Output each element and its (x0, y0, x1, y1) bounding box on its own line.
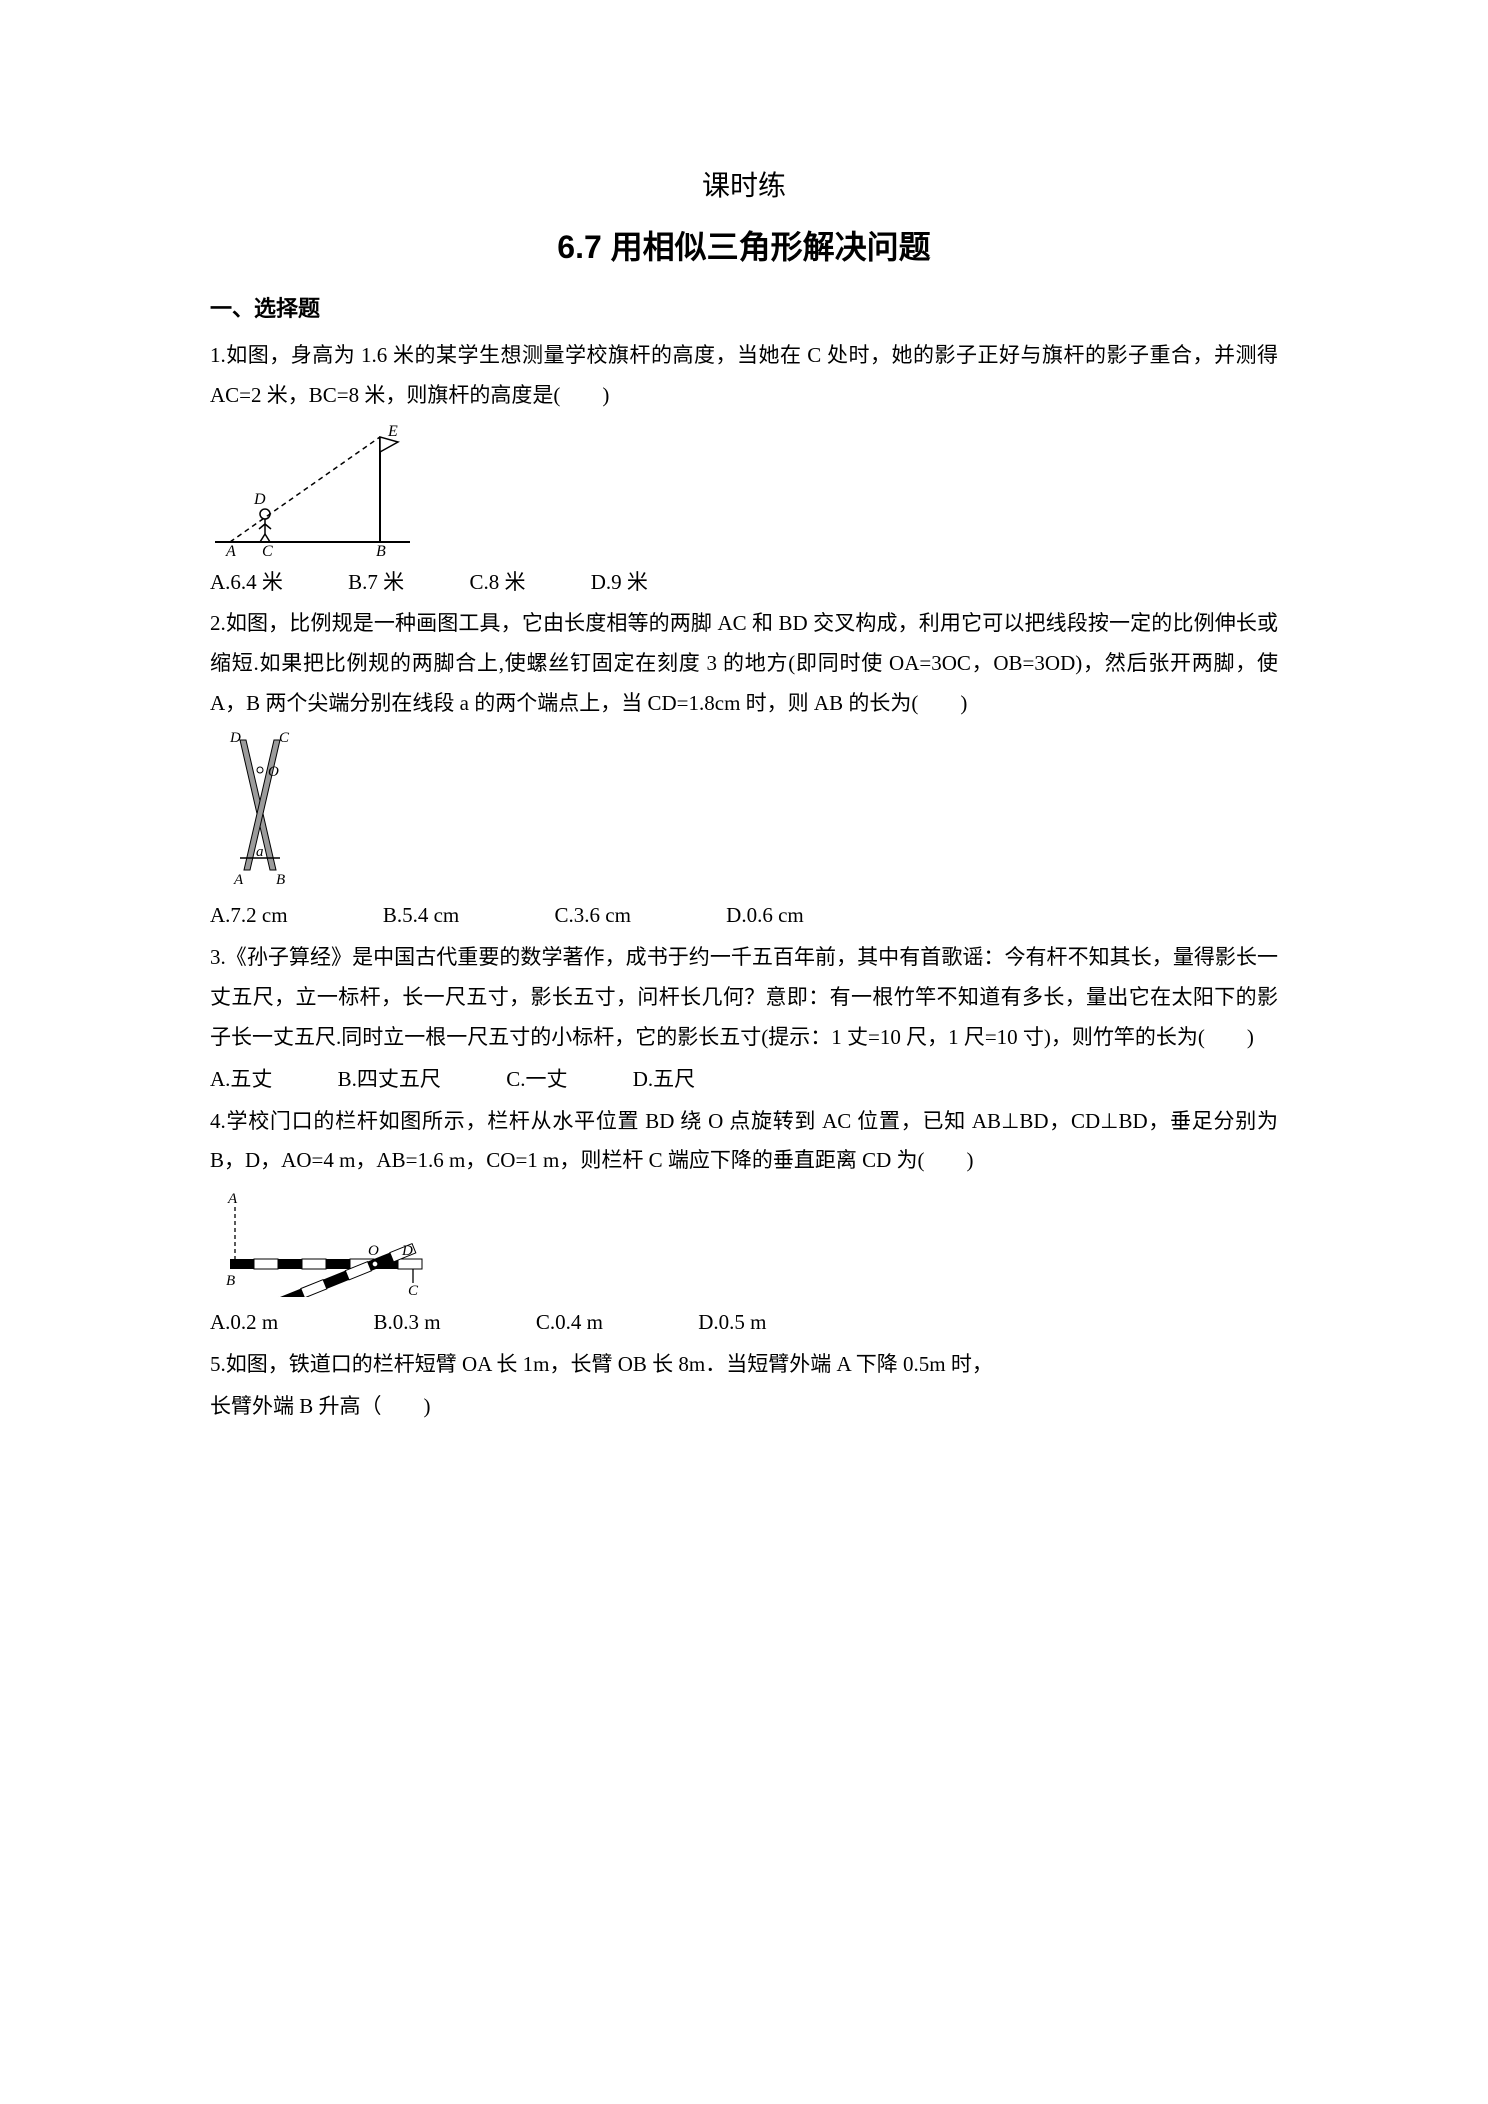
label-D2: D (229, 730, 241, 746)
question-5-text-1: 5.如图，铁道口的栏杆短臂 OA 长 1m，长臂 OB 长 8m．当短臂外端 A… (210, 1345, 1278, 1385)
question-1-options: A.6.4 米 B.7 米 C.8 米 D.9 米 (210, 563, 1278, 603)
q2-optA: A.7.2 cm (210, 896, 288, 936)
q1-optA: A.6.4 米 (210, 563, 283, 603)
question-5-text-2: 长臂外端 B 升高（ ) (210, 1387, 1278, 1427)
label-B2: B (276, 872, 285, 888)
q2-optC: C.3.6 cm (555, 896, 631, 936)
question-2-options: A.7.2 cm B.5.4 cm C.3.6 cm D.0.6 cm (210, 896, 1278, 936)
section-heading-1: 一、选择题 (210, 288, 1278, 330)
label-B4: B (226, 1273, 235, 1289)
label-A2: A (233, 872, 244, 888)
question-3-text: 3.《孙子算经》是中国古代重要的数学著作，成书于约一千五百年前，其中有首歌谣：今… (210, 938, 1278, 1058)
q3-optB: B.四丈五尺 (338, 1060, 441, 1100)
question-4-figure: A B O D C (210, 1187, 1278, 1297)
q4-optD: D.0.5 m (698, 1303, 766, 1343)
q2-optD: D.0.6 cm (726, 896, 804, 936)
question-4-options: A.0.2 m B.0.3 m C.0.4 m D.0.5 m (210, 1303, 1278, 1343)
q4-optB: B.0.3 m (374, 1303, 441, 1343)
label-O4: O (368, 1243, 379, 1259)
q4-optC: C.0.4 m (536, 1303, 603, 1343)
question-4-text: 4.学校门口的栏杆如图所示，栏杆从水平位置 BD 绕 O 点旋转到 AC 位置，… (210, 1102, 1278, 1182)
q3-optC: C.一丈 (506, 1060, 567, 1100)
label-A4: A (227, 1191, 238, 1207)
q1-optB: B.7 米 (348, 563, 404, 603)
q3-optD: D.五尺 (633, 1060, 695, 1100)
q3-optA: A.五丈 (210, 1060, 272, 1100)
label-C: C (262, 543, 273, 557)
label-E: E (387, 423, 398, 440)
question-2-text: 2.如图，比例规是一种画图工具，它由长度相等的两脚 AC 和 BD 交叉构成，利… (210, 604, 1278, 724)
header-small: 课时练 (210, 160, 1278, 213)
question-2-figure: D C O a A B (210, 730, 1278, 890)
label-C4: C (408, 1283, 419, 1297)
question-1-text: 1.如图，身高为 1.6 米的某学生想测量学校旗杆的高度，当她在 C 处时，她的… (210, 336, 1278, 416)
label-O2: O (268, 764, 279, 780)
q4-optA: A.0.2 m (210, 1303, 278, 1343)
label-A: A (225, 543, 236, 557)
label-B: B (376, 543, 386, 557)
question-3-options: A.五丈 B.四丈五尺 C.一丈 D.五尺 (210, 1060, 1278, 1100)
header-main: 6.7 用相似三角形解决问题 (210, 217, 1278, 278)
question-1-figure: A C B D E (210, 422, 1278, 557)
label-a2: a (256, 844, 264, 860)
q2-optB: B.5.4 cm (383, 896, 459, 936)
label-D4: D (401, 1243, 413, 1259)
label-C2: C (279, 730, 290, 746)
q1-optD: D.9 米 (591, 563, 648, 603)
q1-optC: C.8 米 (469, 563, 525, 603)
label-D: D (253, 491, 266, 508)
